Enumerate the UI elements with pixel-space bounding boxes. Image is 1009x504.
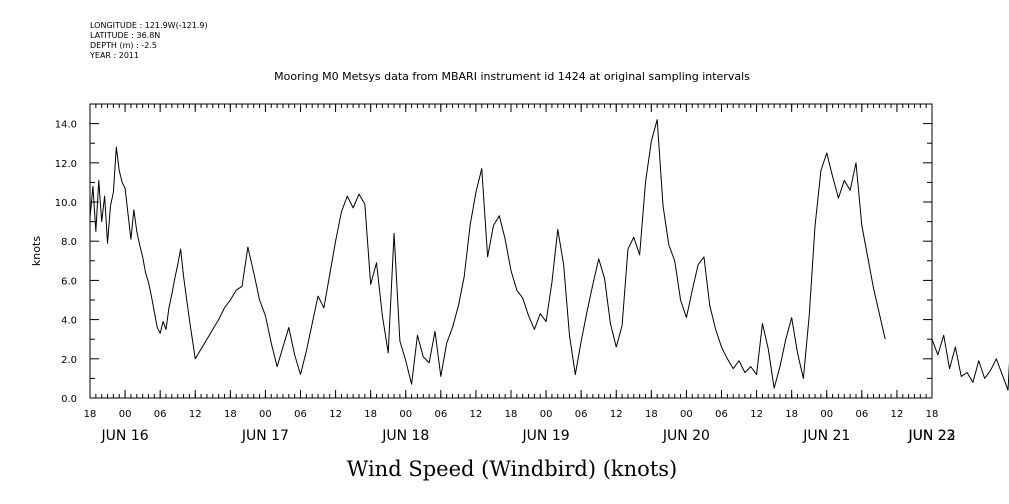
y-axis: 0.0 2.0 4.0 6.0 8.0 10.0 12.0 14.0 <box>55 120 932 405</box>
x-hour-label: 06 <box>715 409 728 420</box>
x-hour-label: 00 <box>259 409 272 420</box>
x-hour-label: 00 <box>399 409 412 420</box>
x-day-label: JUN 18 <box>381 428 429 444</box>
x-hour-label: 00 <box>540 409 553 420</box>
x-hour-label: 06 <box>294 409 307 420</box>
x-hour-label: 18 <box>785 409 798 420</box>
y-tick-label: 2.0 <box>61 355 77 366</box>
depth-text: DEPTH (m) : -2.5 <box>90 41 157 50</box>
x-hour-label: 06 <box>434 409 447 420</box>
x-hour-label: 12 <box>329 409 342 420</box>
x-hour-label: 18 <box>926 409 939 420</box>
x-hour-label: 06 <box>154 409 167 420</box>
y-tick-label: 8.0 <box>61 237 77 248</box>
y-tick-label: 14.0 <box>55 120 77 131</box>
x-hour-label: 00 <box>119 409 132 420</box>
longitude-text: LONGITUDE : 121.9W(-121.9) <box>90 21 208 30</box>
x-hour-label: 18 <box>645 409 658 420</box>
y-tick-label: 4.0 <box>61 316 77 327</box>
x-axis-label: Wind Speed (Windbird) (knots) <box>347 457 677 481</box>
y-axis-label: knots <box>30 236 43 266</box>
x-hour-label: 06 <box>855 409 868 420</box>
x-hour-label: 18 <box>505 409 518 420</box>
series-line-2 <box>931 334 1009 391</box>
x-hour-label: 12 <box>750 409 763 420</box>
x-hour-label: 12 <box>610 409 623 420</box>
y-tick-label: 0.0 <box>61 394 77 405</box>
series-line-1 <box>89 119 886 389</box>
x-day-label: JUN 16 <box>101 428 149 444</box>
x-hour-label: 12 <box>891 409 904 420</box>
x-hour-label: 00 <box>680 409 693 420</box>
x-hour-label: 18 <box>84 409 97 420</box>
x-day-label: JUN 21 <box>802 428 850 444</box>
year-text: YEAR : 2011 <box>90 51 140 60</box>
x-day-label: JUN 22 <box>907 428 955 444</box>
x-hour-label: 06 <box>575 409 588 420</box>
x-day-label: JUN 23 <box>907 428 955 444</box>
x-hour-label: 12 <box>189 409 202 420</box>
series-group <box>89 119 1009 391</box>
y-tick-label: 12.0 <box>55 159 77 170</box>
x-day-label: JUN 20 <box>662 428 710 444</box>
latitude-text: LATITUDE : 36.8N <box>90 31 161 40</box>
x-axis: 18 00 06 12 18 00 06 12 18 00 06 12 18 00 06 12 18 00 06 12… <box>84 104 956 444</box>
x-hour-label: 12 <box>470 409 483 420</box>
x-day-label: JUN 19 <box>522 428 570 444</box>
x-hour-label: 18 <box>224 409 237 420</box>
x-day-label: JUN 17 <box>241 428 289 444</box>
y-tick-label: 10.0 <box>55 198 77 209</box>
x-hour-label: 18 <box>364 409 377 420</box>
chart-title: Mooring M0 Metsys data from MBARI instru… <box>274 70 750 83</box>
y-tick-label: 6.0 <box>61 276 77 287</box>
metadata-block: LONGITUDE : 121.9W(-121.9) LATITUDE : 36… <box>90 21 208 61</box>
x-hour-label: 00 <box>820 409 833 420</box>
